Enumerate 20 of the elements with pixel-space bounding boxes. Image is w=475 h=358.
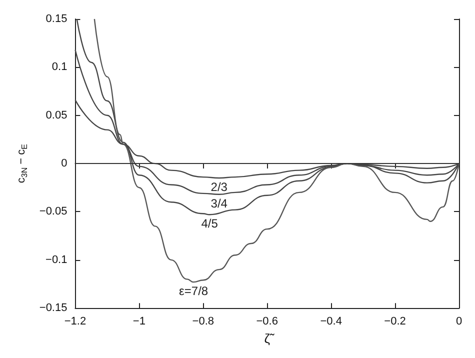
x-tick-label: −0.2 xyxy=(384,316,406,328)
y-tick-label: 0.15 xyxy=(46,13,68,25)
y-tick-label: −0.1 xyxy=(46,254,68,266)
y-tick-label: 0 xyxy=(61,158,68,170)
x-tick-label: −0.6 xyxy=(256,316,278,328)
y-tick-label: 0.1 xyxy=(52,61,68,74)
x-tick-label: −1.2 xyxy=(64,316,86,328)
x-tick-label: −1 xyxy=(132,316,146,328)
series-label: 2/3 xyxy=(210,180,228,194)
x-axis-title: ζ̃ xyxy=(264,331,275,346)
series-label: 3/4 xyxy=(210,196,228,210)
y-tick-label: −0.05 xyxy=(39,206,68,218)
y-tick-label: −0.15 xyxy=(39,302,68,314)
x-tick-label: −0.8 xyxy=(192,316,214,328)
series-label: ε=7/8 xyxy=(179,284,208,298)
x-tick-label: −0.4 xyxy=(320,316,342,328)
x-tick-label: 0 xyxy=(456,316,462,328)
y-tick-label: 0.05 xyxy=(46,109,68,122)
series-label: 4/5 xyxy=(201,216,218,231)
y-axis-title: c3N − cE xyxy=(16,144,29,184)
